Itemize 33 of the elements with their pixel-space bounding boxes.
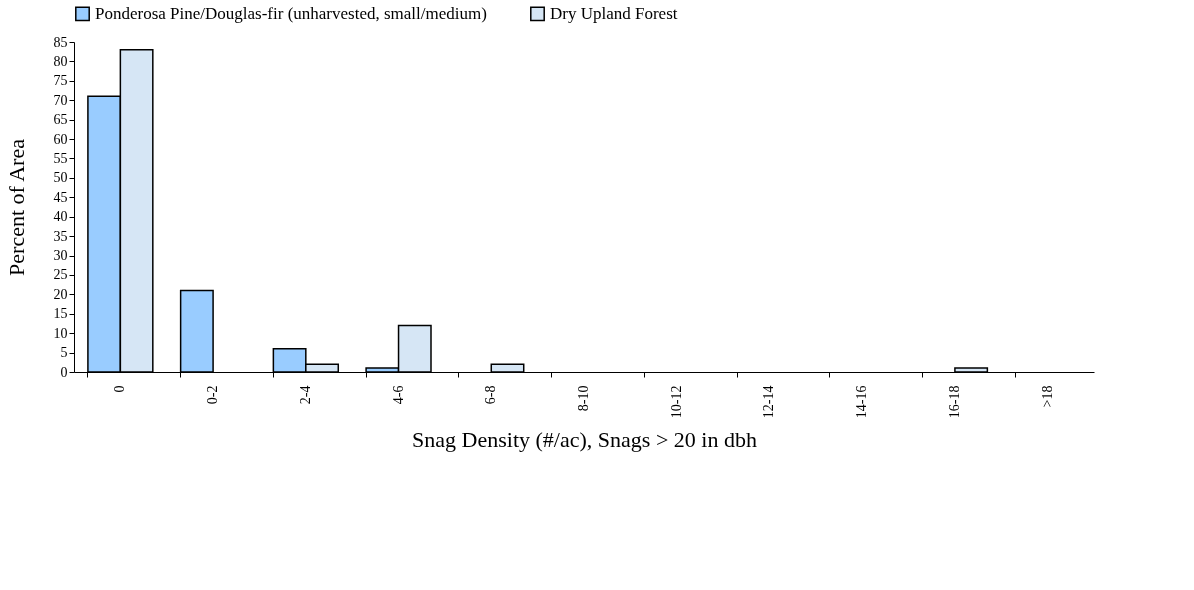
y-tick-label: 40 (53, 209, 68, 225)
x-tick-label: 12-14 (761, 385, 777, 419)
y-tick-label: 65 (53, 112, 68, 128)
y-tick-label: 50 (53, 170, 68, 186)
x-axis-title: Snag Density (#/ac), Snags > 20 in dbh (412, 427, 757, 453)
x-tick-label: 2-4 (297, 385, 313, 405)
y-tick-label: 0 (60, 364, 68, 380)
x-tick-label: 16-18 (946, 385, 962, 419)
y-tick-label: 60 (53, 131, 68, 147)
y-tick-label: 5 (60, 345, 68, 361)
y-tick-label: 25 (53, 267, 68, 283)
y-tick-label: 70 (53, 92, 68, 108)
y-tick-label: 10 (53, 325, 68, 341)
y-tick-label: 85 (53, 34, 68, 50)
y-tick-label: 35 (53, 228, 68, 244)
legend-label: Ponderosa Pine/Douglas-fir (unharvested, small/medium) (95, 3, 487, 23)
y-tick-label: 80 (53, 53, 68, 69)
x-tick-label: 0-2 (205, 385, 221, 405)
x-tick-label: 8-10 (576, 385, 591, 412)
x-tick-label: >18 (1039, 385, 1055, 408)
y-tick-label: 20 (53, 286, 68, 302)
x-tick-label: 14-16 (854, 385, 870, 419)
x-tick-label: 6-8 (483, 385, 499, 405)
y-tick-label: 75 (53, 73, 68, 89)
y-tick-label: 55 (53, 150, 68, 166)
x-tick-label: 0 (112, 385, 128, 393)
y-tick-label: 30 (53, 248, 68, 264)
x-tick-label: 4-6 (390, 385, 406, 405)
y-axis-title: Percent of Area (3, 138, 29, 276)
legend-label: Dry Upland Forest (550, 3, 678, 23)
x-tick-label: 10-12 (668, 385, 684, 419)
y-tick-label: 45 (53, 189, 68, 205)
y-tick-label: 15 (53, 306, 68, 322)
